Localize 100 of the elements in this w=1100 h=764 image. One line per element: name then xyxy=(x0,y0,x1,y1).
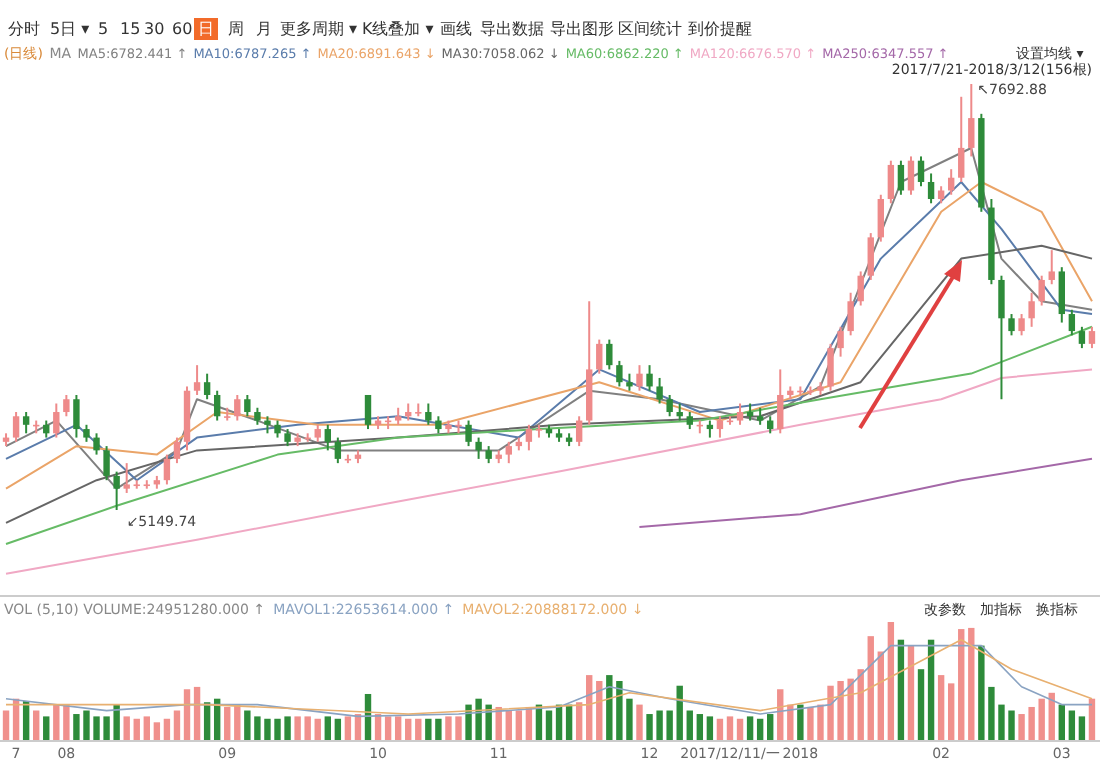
bar xyxy=(917,669,925,740)
bar xyxy=(736,718,744,740)
bar xyxy=(686,710,693,740)
bar xyxy=(746,716,754,740)
bar xyxy=(314,718,321,740)
candlestick xyxy=(897,159,905,196)
bar xyxy=(203,702,211,740)
candlestick xyxy=(827,342,834,392)
bar xyxy=(163,718,171,740)
text: 5 xyxy=(98,20,109,38)
bar xyxy=(515,710,523,740)
bar xyxy=(797,704,804,740)
bar xyxy=(696,714,704,740)
candlestick xyxy=(465,419,472,448)
candlestick xyxy=(857,270,864,307)
candlestick xyxy=(73,393,80,439)
bar xyxy=(143,716,150,740)
text: 区间统计 xyxy=(618,20,682,38)
bar xyxy=(937,675,945,740)
text: K线叠加 ▾ xyxy=(362,20,434,38)
candlestick xyxy=(364,393,372,431)
candlestick xyxy=(575,415,583,448)
candlestick xyxy=(173,436,181,465)
bar xyxy=(153,722,161,740)
candlestick xyxy=(847,291,854,337)
candlestick xyxy=(1078,325,1086,350)
candlestick xyxy=(505,440,512,465)
bar xyxy=(1058,704,1065,740)
text: 日 xyxy=(198,20,214,38)
text: 到价提醒 xyxy=(688,20,752,38)
candlestick xyxy=(837,325,844,358)
candlestick xyxy=(867,232,874,281)
candlestick xyxy=(1068,308,1076,337)
bar xyxy=(867,636,874,740)
candlestick xyxy=(425,402,432,426)
text: 导出图形 xyxy=(550,20,614,38)
candlestick xyxy=(958,95,965,183)
candlestick xyxy=(666,393,673,418)
bar xyxy=(2,710,10,740)
candlestick xyxy=(877,193,884,243)
bar xyxy=(716,718,724,740)
bar xyxy=(958,629,965,740)
candlestick xyxy=(193,364,201,396)
candlestick xyxy=(636,364,643,392)
bar xyxy=(43,716,50,740)
candlestick xyxy=(1018,313,1025,337)
candlestick xyxy=(1048,249,1055,286)
bar xyxy=(334,718,342,740)
candlestick xyxy=(596,338,603,375)
bar xyxy=(324,716,331,740)
candlestick xyxy=(475,436,482,460)
bar xyxy=(123,716,130,740)
candlestick xyxy=(887,159,895,205)
candlestick xyxy=(927,172,935,205)
candlestick xyxy=(1038,274,1045,307)
bar xyxy=(756,718,764,740)
candlestick xyxy=(22,411,30,435)
bar xyxy=(394,716,402,740)
candlestick xyxy=(1058,266,1065,324)
candlestick xyxy=(213,389,221,422)
candlestick xyxy=(12,411,20,443)
candlestick xyxy=(334,436,342,465)
text: 周 xyxy=(228,20,244,38)
candlestick xyxy=(103,445,110,482)
candlestick xyxy=(324,423,331,452)
candlestick xyxy=(616,359,623,388)
candlestick xyxy=(646,364,653,392)
candlestick xyxy=(947,168,955,196)
text: 更多周期 ▾ xyxy=(280,20,358,38)
candlestick xyxy=(244,393,251,418)
candlestick xyxy=(736,402,744,426)
text: 30 xyxy=(144,20,165,38)
bar xyxy=(706,716,714,740)
candlestick xyxy=(656,376,663,405)
text: 导出数据 xyxy=(480,20,544,38)
candlestick xyxy=(907,155,915,196)
bar xyxy=(344,716,352,740)
bar xyxy=(193,686,201,740)
candlestick xyxy=(968,83,975,158)
bar xyxy=(415,718,422,740)
candlestick xyxy=(163,453,171,486)
candlestick xyxy=(53,402,60,439)
bar xyxy=(183,689,191,740)
candlestick xyxy=(203,372,211,401)
bar xyxy=(726,716,734,740)
candlestick xyxy=(63,393,70,418)
bar xyxy=(545,710,553,740)
bar xyxy=(907,645,915,740)
text: 15 xyxy=(120,20,141,38)
bar xyxy=(636,704,643,740)
candlestick xyxy=(234,393,241,422)
bar xyxy=(173,710,181,740)
candlestick xyxy=(606,338,613,371)
candlestick xyxy=(1028,291,1035,328)
text: 5日 ▾ xyxy=(50,20,90,38)
candlestick xyxy=(93,432,100,456)
bar xyxy=(384,716,392,740)
candlestick xyxy=(1008,313,1015,337)
bar xyxy=(1088,698,1096,740)
bar xyxy=(33,710,40,740)
